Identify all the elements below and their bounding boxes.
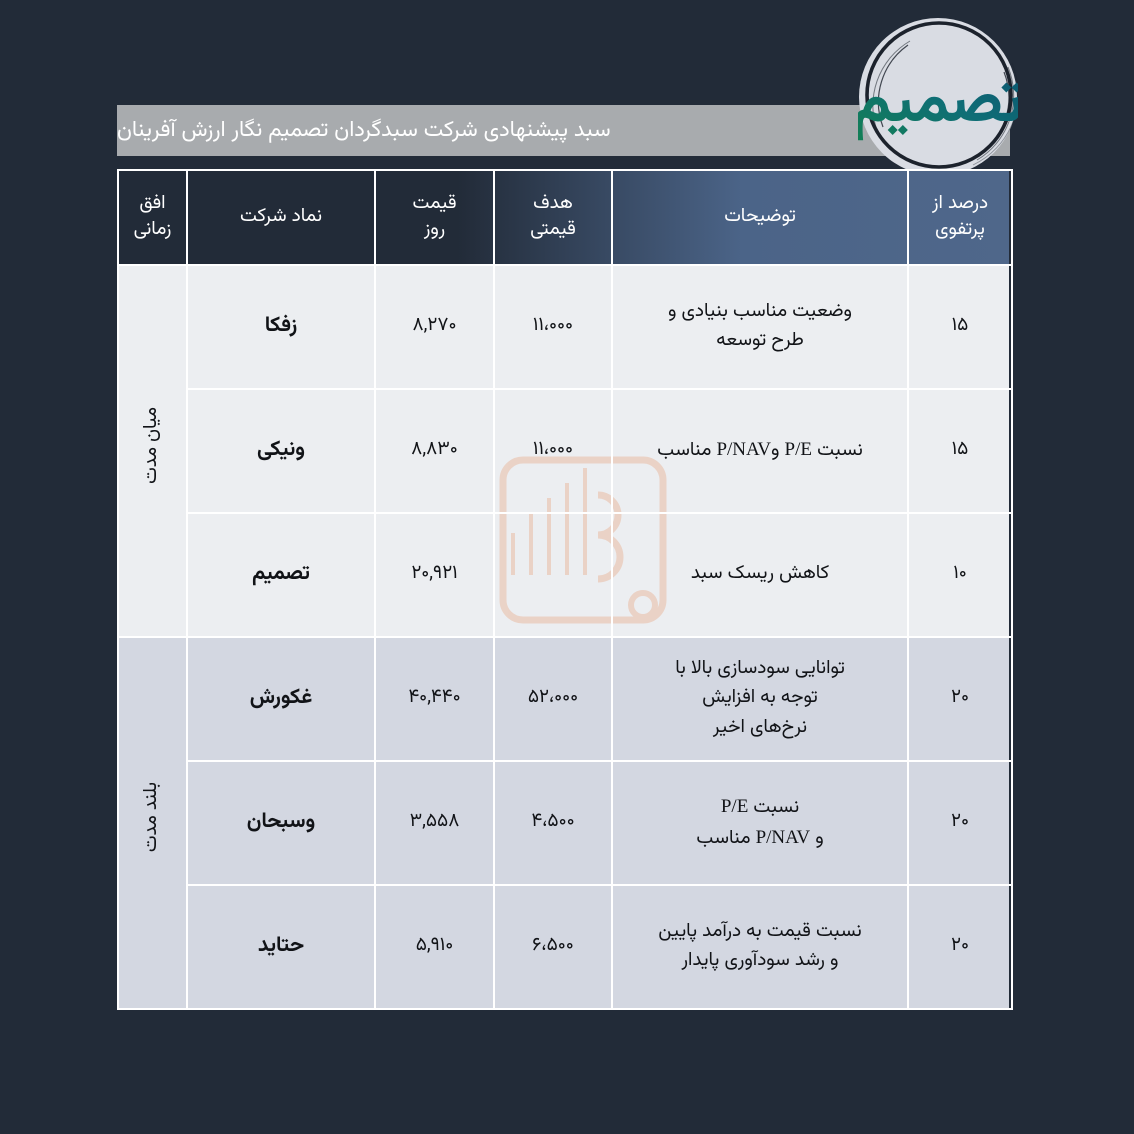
svg-text:تصمیم: تصمیم: [858, 58, 1018, 155]
